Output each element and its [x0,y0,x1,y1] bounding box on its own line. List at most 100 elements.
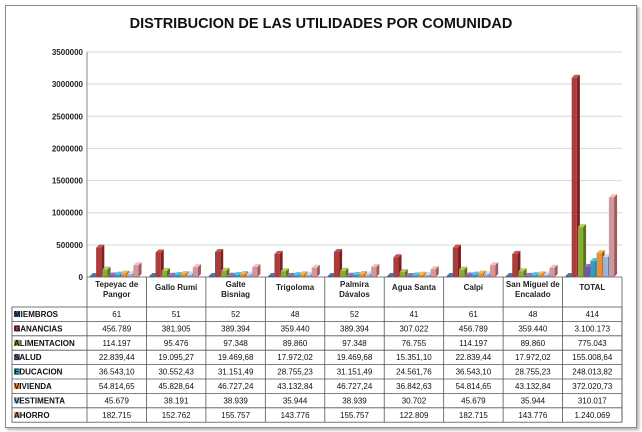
data-label: 22.839,44 [456,353,492,362]
bar-top [161,267,170,271]
data-label: 114.197 [103,339,132,348]
data-label: 30.552,43 [158,368,194,377]
bar [477,273,483,277]
bar-top [340,267,349,271]
data-label: 97.348 [342,339,367,348]
bar-top [192,264,201,268]
bar-top [174,272,183,276]
bar [293,275,299,277]
data-label: 456.789 [459,324,488,333]
bar [108,275,114,277]
bar-side [376,263,380,277]
data-label: 31.151,49 [218,368,254,377]
bar-top [268,273,277,276]
bar [452,247,458,277]
bar [305,274,311,277]
bar [565,276,571,277]
bar [268,276,274,277]
bar-side [554,264,558,277]
data-label: 46.727,24 [337,382,373,391]
bar-top [114,271,123,275]
bar-top [364,271,374,275]
bar [358,273,364,277]
bar-side [423,271,427,277]
data-label: 35.944 [521,396,546,405]
bar [430,269,436,277]
bar-top [424,272,433,276]
bar-side [304,271,308,277]
data-label: 95.476 [164,339,189,348]
bar-top [446,273,455,276]
bar [227,275,233,277]
bar-top [208,273,218,276]
data-label: 19.469,68 [337,353,373,362]
y-tick-label: 1500000 [52,177,84,186]
bar [215,251,221,277]
data-label: 48 [528,310,537,319]
bar [252,266,258,277]
bar-top [506,273,515,276]
bar [286,275,293,277]
bar [333,251,340,277]
category-label: Calpi [464,283,484,292]
bar [399,272,405,277]
bar-side [495,262,499,277]
bar-top [590,258,599,262]
bar [208,276,215,277]
y-tick-label: 500000 [56,241,83,250]
bar [274,253,280,277]
bar [192,267,198,277]
data-label: 17.972,02 [515,353,551,362]
bar-top [96,244,105,248]
bar [127,274,133,277]
bar [512,253,518,277]
bar [518,271,524,277]
bar [174,275,180,277]
bar-side [185,271,189,277]
bar [549,267,555,277]
bar [530,275,537,277]
category-label: Palmira Dávalos [339,280,370,299]
bar-top [286,272,296,276]
bar-side [583,224,587,277]
data-label: 76.755 [402,339,427,348]
bar-top [537,271,546,275]
bar [584,267,590,277]
bar-top [274,250,283,254]
data-label: 19.469,68 [218,353,254,362]
bar-top [565,273,574,276]
bar-top [333,248,343,252]
series-label: GANANCIAS [14,324,63,333]
data-label: 38.939 [223,396,248,405]
data-label: 36.543,10 [99,368,135,377]
data-label: 54.814,65 [99,382,135,391]
bar [393,257,399,277]
data-label: 45.679 [461,396,486,405]
bar-top [346,272,355,276]
data-label: 389.394 [221,324,250,333]
bar [239,273,246,277]
bar-top [549,264,558,268]
bar-top [252,263,261,267]
bar-top [530,272,540,276]
series-label: VIVIENDA [14,382,52,391]
bar-top [233,271,242,275]
bar-top [608,194,618,198]
bar-side [197,264,201,277]
data-label: 52 [350,310,359,319]
data-label: 182.715 [102,411,131,420]
bar [471,274,477,277]
bar-top [430,266,439,270]
bar-top [543,271,552,275]
bar-side [614,194,618,277]
bar-top [358,270,367,274]
category-label: Agua Santa [392,283,437,292]
bar-top [387,273,396,276]
bar [96,247,102,277]
data-label: 143.776 [281,411,310,420]
data-label: 310.017 [578,396,607,405]
bar [120,273,127,277]
data-label: 89.860 [283,339,308,348]
y-tick-label: 1000000 [52,209,84,218]
